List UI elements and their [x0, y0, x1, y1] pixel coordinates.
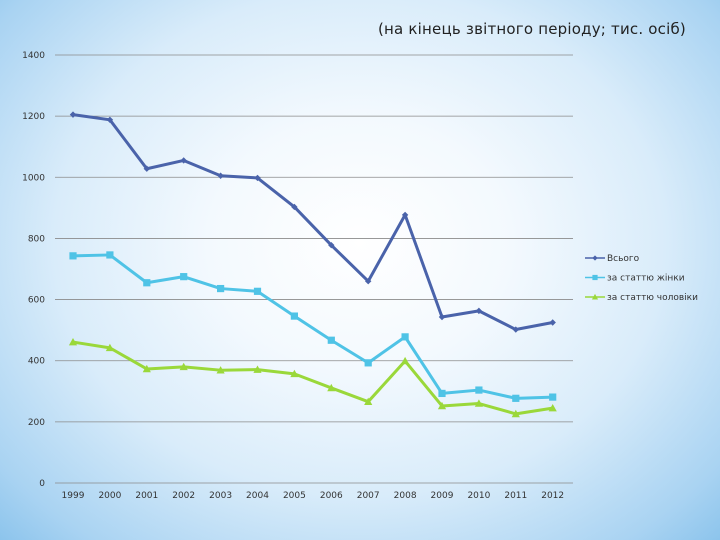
legend-label: Всього: [607, 254, 640, 264]
y-tick-label: 0: [39, 479, 45, 489]
y-tick-label: 600: [28, 296, 45, 306]
y-tick-label: 400: [28, 357, 45, 367]
data-point: [511, 409, 520, 418]
data-point: [327, 336, 335, 344]
data-point: [549, 393, 557, 401]
data-point: [548, 404, 557, 412]
data-point: [253, 287, 262, 295]
y-tick-label: 1200: [22, 112, 45, 122]
data-point: [179, 362, 188, 371]
data-point: [180, 273, 188, 281]
data-point: [69, 111, 77, 118]
data-point: [437, 401, 447, 410]
data-point: [438, 313, 446, 321]
data-point: [291, 203, 298, 211]
legend: Всього за статтю жінки за статтю чоловіки: [585, 254, 698, 303]
legend-label: за статтю чоловіки: [607, 293, 698, 303]
data-point: [592, 255, 598, 261]
y-tick-label: 1000: [22, 173, 45, 183]
x-tick-label: 2008: [394, 491, 417, 501]
data-point: [290, 312, 298, 320]
series-2: [69, 251, 557, 402]
data-point: [217, 284, 225, 293]
data-point: [401, 211, 409, 219]
data-point: [512, 394, 520, 402]
data-point: [216, 366, 225, 374]
legend-item: за статтю чоловіки: [585, 293, 698, 303]
legend-label: за статтю жінки: [607, 274, 685, 284]
data-point: [217, 172, 224, 179]
data-point: [474, 399, 483, 407]
x-tick-label: 2006: [320, 491, 343, 501]
grid: [55, 54, 573, 484]
x-tick-label: 2009: [431, 491, 454, 501]
x-tick-label: 2003: [209, 491, 232, 501]
data-point: [69, 252, 77, 260]
data-point: [106, 251, 114, 259]
legend-item: за статтю жінки: [585, 274, 685, 284]
series-lines: [68, 111, 557, 418]
series-line: [72, 340, 553, 416]
x-tick-label: 2007: [357, 491, 380, 501]
series-1: [69, 111, 556, 333]
y-tick-label: 800: [28, 234, 45, 244]
data-point: [438, 389, 446, 398]
data-point: [512, 326, 519, 333]
data-point: [106, 116, 114, 124]
y-tick-label: 1400: [22, 51, 45, 61]
data-point: [591, 293, 599, 300]
data-point: [142, 364, 151, 373]
x-tick-label: 2010: [467, 491, 490, 501]
x-tick-label: 2011: [504, 491, 527, 501]
data-point: [592, 274, 598, 281]
series-3: [68, 337, 557, 418]
data-point: [290, 369, 299, 378]
data-point: [364, 397, 373, 405]
y-axis: 0 200 400 600 800 1000 1200 1400: [22, 51, 45, 489]
series-line: [72, 253, 553, 400]
x-tick-label: 2005: [283, 491, 306, 501]
x-tick-label: 2000: [98, 491, 121, 501]
data-point: [549, 319, 556, 326]
x-tick-label: 2012: [541, 491, 564, 501]
data-point: [475, 386, 483, 394]
data-point: [364, 359, 372, 367]
x-tick-label: 2001: [135, 491, 158, 501]
x-axis: 1999 2000 2001 2002 2003 2004 2005 2006 2007 2008…: [62, 491, 565, 501]
data-point: [365, 278, 372, 285]
x-tick-label: 2004: [246, 491, 269, 501]
data-point: [105, 343, 114, 352]
data-point: [401, 356, 410, 365]
data-point: [328, 241, 335, 249]
data-point: [68, 337, 78, 346]
legend-item: Всього: [585, 254, 640, 264]
data-point: [327, 383, 336, 392]
series-line: [72, 113, 553, 332]
chart-title: (на кінець звітного періоду; тис. осіб): [378, 20, 686, 38]
data-point: [180, 157, 187, 164]
data-point: [143, 279, 151, 287]
data-point: [475, 307, 483, 315]
y-tick-label: 200: [28, 418, 45, 428]
data-point: [143, 165, 150, 172]
x-tick-label: 1999: [62, 491, 85, 501]
data-point: [253, 365, 262, 373]
data-point: [401, 333, 409, 341]
x-tick-label: 2002: [172, 491, 195, 501]
data-point: [254, 174, 261, 182]
